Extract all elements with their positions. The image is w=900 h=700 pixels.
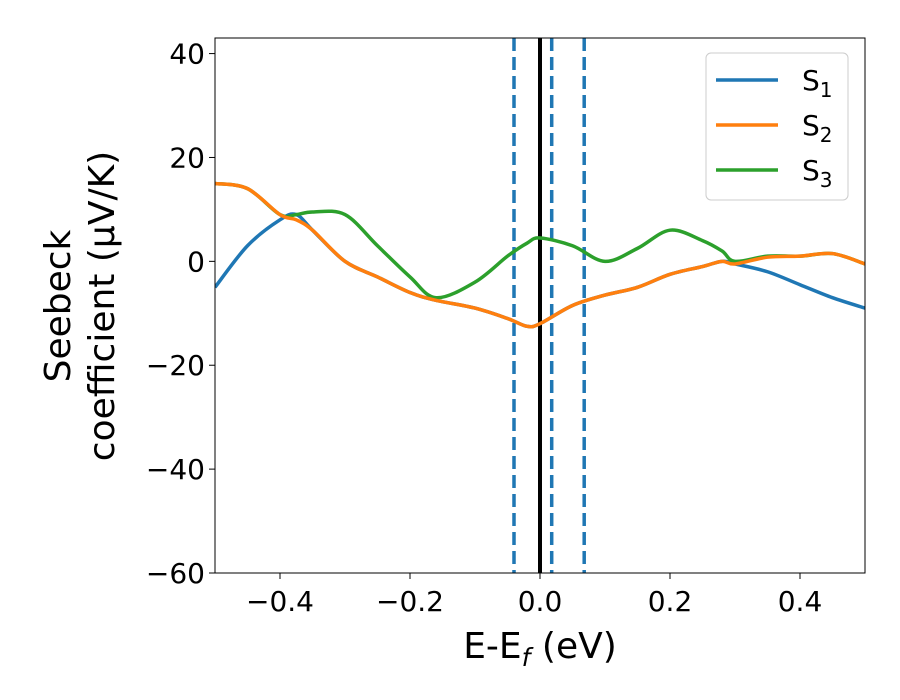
x-axis-label: E-Ef (eV) (463, 626, 617, 672)
y-tick-label: −20 (146, 349, 205, 382)
legend: S1 S2 S3 (705, 52, 849, 201)
legend-label-s1: S1 (802, 64, 833, 102)
vertical-reference-lines (512, 38, 586, 573)
y-tick-label: 40 (169, 38, 205, 71)
y-tick-label: −60 (146, 557, 205, 590)
series-lines (215, 181, 865, 329)
x-axis-label-main: E-E (463, 626, 521, 667)
y-axis-label-line1: Seebeck (38, 229, 79, 382)
x-axis-label-unit: (eV) (530, 626, 616, 667)
x-tick-label: 0.2 (648, 585, 693, 618)
x-axis-ticks: −0.4 −0.2 0.0 0.2 0.4 (246, 573, 822, 618)
y-axis-label-line2: coefficient (μV/K) (82, 151, 123, 461)
legend-label-s2: S2 (802, 109, 833, 147)
x-tick-label: −0.4 (246, 585, 314, 618)
legend-label-s3: S3 (802, 154, 833, 192)
series-line-s2 (215, 181, 865, 329)
y-tick-label: −40 (146, 453, 205, 486)
series-line-s3 (215, 181, 865, 300)
y-tick-label: 20 (169, 141, 205, 174)
y-axis-ticks: 40 20 0 −20 −40 −60 (146, 38, 215, 590)
y-tick-label: 0 (187, 245, 205, 278)
x-tick-label: −0.2 (376, 585, 444, 618)
x-tick-label: 0.4 (778, 585, 823, 618)
x-tick-label: 0.0 (518, 585, 563, 618)
